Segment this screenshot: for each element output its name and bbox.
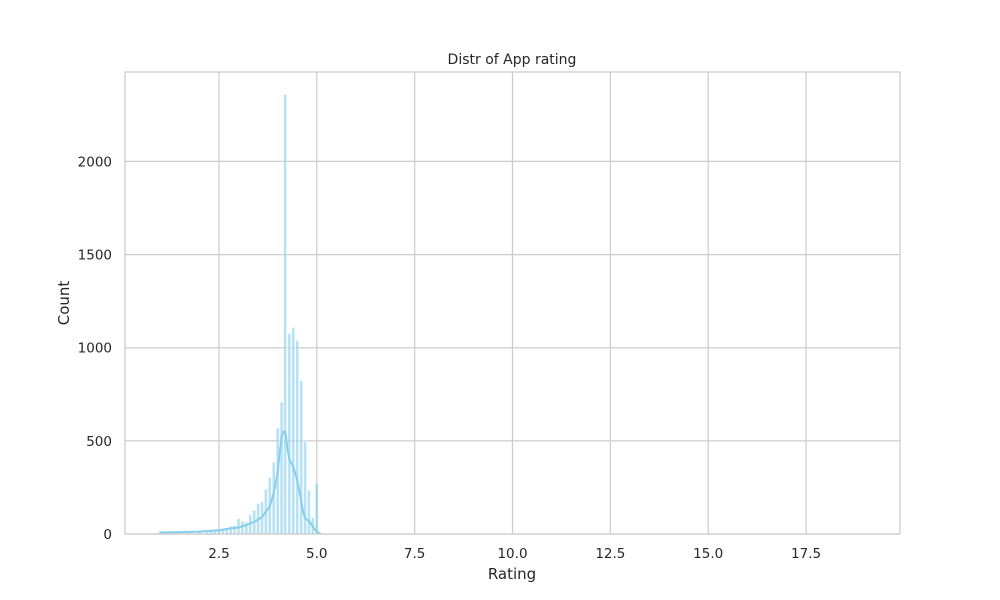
histogram-bar: [279, 401, 284, 535]
histogram-bar: [287, 333, 292, 535]
plot-frame: [124, 71, 901, 535]
x-tick-label: 15.0: [693, 546, 723, 562]
histogram-bar: [315, 482, 319, 535]
x-tick-label: 2.5: [208, 546, 229, 562]
y-axis-label: Count: [55, 281, 73, 326]
y-tick-label: 2000: [78, 154, 112, 170]
grid-lines: [125, 72, 900, 535]
x-tick-label: 17.5: [791, 546, 821, 562]
y-tick-label: 500: [86, 434, 112, 450]
y-tick-label: 1000: [78, 341, 112, 357]
histogram-bar: [283, 94, 287, 535]
x-tick-label: 10.0: [497, 546, 527, 562]
x-axis-label: Rating: [488, 565, 536, 583]
histogram-bar: [295, 340, 299, 535]
chart-title: Distr of App rating: [448, 52, 577, 68]
x-tick-label: 12.5: [595, 546, 625, 562]
x-tick-label: 7.5: [404, 546, 425, 562]
histogram-bar: [307, 490, 311, 535]
y-tick-label: 0: [103, 527, 112, 543]
x-tick-label: 5.0: [306, 546, 327, 562]
histogram-bar: [291, 327, 296, 535]
y-tick-labels: 0 500 1000 1500 2000: [78, 154, 112, 543]
kde-curve: [160, 430, 322, 535]
y-tick-label: 1500: [78, 248, 112, 264]
x-tick-labels: 2.5 5.0 7.5 10.0 12.5 15.0 17.5: [208, 546, 821, 562]
